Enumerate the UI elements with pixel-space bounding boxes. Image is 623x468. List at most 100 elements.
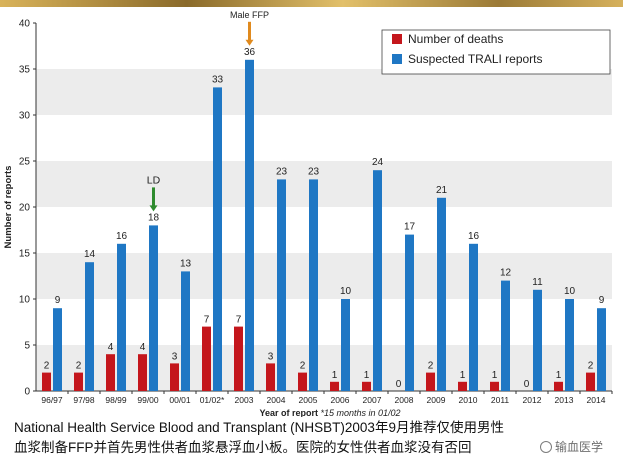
legend-swatch [392, 34, 402, 44]
bar-trali-reports [309, 179, 318, 391]
annotation-label: LD [147, 174, 161, 186]
data-label-deaths: 2 [428, 361, 434, 372]
bar-trali-reports [501, 280, 510, 391]
bar-deaths [362, 381, 371, 391]
top-decorative-strip [0, 0, 623, 7]
wechat-icon [539, 441, 552, 453]
x-tick-label: 2012 [523, 395, 542, 405]
caption: National Health Service Blood and Transp… [14, 418, 614, 458]
x-tick-label: 99/00 [137, 395, 159, 405]
bar-trali-reports [85, 262, 94, 391]
data-label-reports: 36 [244, 47, 256, 58]
bar-deaths [74, 372, 83, 391]
data-label-reports: 21 [436, 185, 448, 196]
grid-band [36, 253, 612, 299]
bar-trali-reports [533, 289, 542, 391]
data-label-deaths: 4 [140, 342, 146, 353]
grid-band [36, 115, 612, 161]
annotation-arrow-head [245, 39, 254, 46]
y-tick-label: 15 [19, 249, 31, 260]
data-label-deaths: 0 [524, 379, 530, 390]
watermark: 输血医学 [539, 438, 603, 455]
bar-deaths [458, 381, 467, 391]
x-tick-label: 01/02* [200, 395, 225, 405]
annotation-arrow-head [149, 205, 158, 212]
data-label-deaths: 1 [460, 370, 466, 381]
data-label-reports: 16 [116, 231, 128, 242]
x-tick-label: 2011 [491, 395, 510, 405]
data-label-deaths: 2 [44, 361, 50, 372]
x-tick-label: 97/98 [73, 395, 95, 405]
data-label-reports: 23 [276, 166, 288, 177]
bar-deaths [554, 381, 563, 391]
x-tick-label: 2007 [363, 395, 382, 405]
y-tick-label: 25 [19, 157, 31, 168]
caption-line-2: 血浆制备FFP并首先男性供者血浆悬浮血小板。医院的女性供者血浆没有否回 [14, 440, 472, 455]
x-tick-label: 2006 [331, 395, 350, 405]
data-label-deaths: 7 [236, 315, 242, 326]
x-tick-label: 2004 [267, 395, 286, 405]
grid-band [36, 161, 612, 207]
bar-trali-reports [405, 234, 414, 391]
bar-deaths [586, 372, 595, 391]
legend-box [381, 29, 611, 75]
bar-trali-reports [245, 59, 254, 392]
x-tick-label: 2005 [299, 395, 318, 405]
data-label-deaths: 3 [268, 351, 274, 362]
x-tick-label: 2013 [555, 395, 574, 405]
data-label-deaths: 1 [556, 370, 562, 381]
data-label-deaths: 4 [108, 342, 114, 353]
watermark-text: 输血医学 [554, 440, 603, 454]
bar-deaths [202, 326, 211, 391]
bar-trali-reports [53, 308, 62, 391]
bar-deaths [330, 381, 339, 391]
legend-swatch [392, 54, 402, 64]
data-label-reports: 9 [55, 295, 61, 306]
bar-trali-reports [341, 299, 350, 391]
bar-deaths [298, 372, 307, 391]
data-label-reports: 24 [372, 157, 384, 168]
data-label-deaths: 2 [300, 361, 306, 372]
data-label-deaths: 1 [364, 370, 370, 381]
data-label-deaths: 2 [76, 361, 82, 372]
grid-band [36, 69, 612, 115]
data-label-reports: 23 [308, 166, 320, 177]
data-label-deaths: 3 [172, 351, 178, 362]
bar-deaths [234, 326, 243, 391]
y-tick-label: 5 [24, 341, 30, 352]
x-tick-label: 00/01 [169, 395, 191, 405]
grid-band [36, 345, 612, 391]
y-tick-label: 30 [19, 111, 31, 122]
bar-trali-reports [373, 170, 382, 391]
bar-deaths [490, 381, 499, 391]
data-label-reports: 18 [148, 212, 160, 223]
data-label-deaths: 7 [204, 315, 210, 326]
legend-entry: Suspected TRALI reports [408, 52, 543, 66]
caption-line-1: National Health Service Blood and Transp… [14, 420, 504, 435]
data-label-deaths: 1 [492, 370, 498, 381]
bar-trali-reports [597, 308, 606, 391]
data-label-reports: 12 [500, 268, 512, 279]
bar-deaths [106, 354, 115, 391]
data-label-deaths: 2 [588, 361, 594, 372]
x-tick-label: 2008 [395, 395, 414, 405]
x-tick-label: 2014 [587, 395, 606, 405]
bar-trali-reports [181, 271, 190, 391]
bar-deaths [138, 354, 147, 391]
data-label-deaths: 0 [396, 379, 402, 390]
data-label-reports: 10 [340, 286, 352, 297]
data-label-reports: 14 [84, 249, 96, 260]
bar-trali-reports [149, 225, 158, 391]
grid-band [36, 299, 612, 345]
bar-trali-reports [469, 243, 478, 391]
data-label-deaths: 1 [332, 370, 338, 381]
data-label-reports: 13 [180, 258, 192, 269]
bar-trali-reports [117, 243, 126, 391]
data-label-reports: 17 [404, 222, 416, 233]
bar-trali-reports [277, 179, 286, 391]
data-label-reports: 10 [564, 286, 576, 297]
y-axis-label: Number of reports [3, 166, 14, 249]
bar-trali-reports [437, 197, 446, 391]
y-tick-label: 10 [19, 295, 31, 306]
